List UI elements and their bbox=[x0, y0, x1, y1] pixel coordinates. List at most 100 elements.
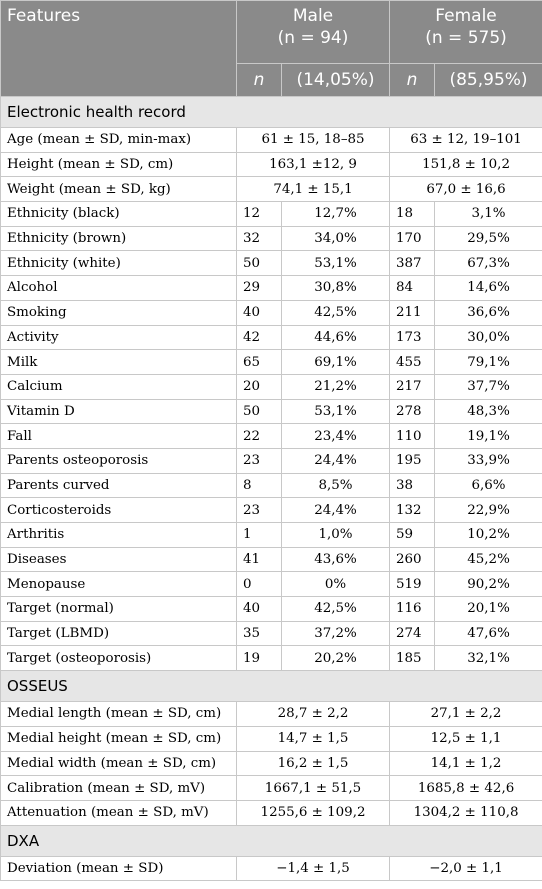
male-n: 0 bbox=[236, 571, 282, 598]
female-n: 116 bbox=[389, 596, 436, 622]
table-row: Ethnicity (brown) 32 34,0% 170 29,5% bbox=[0, 225, 542, 252]
table-row: Calibration (mean ± SD, mV) 1667,1 ± 51,5… bbox=[0, 775, 542, 801]
female-n: 84 bbox=[389, 275, 436, 301]
male-pct: 24,4% bbox=[280, 497, 391, 523]
row-label: Alcohol bbox=[0, 275, 237, 301]
male-value: −1,4 ± 1,5 bbox=[235, 855, 391, 882]
table-row: Deviation (mean ± SD) −1,4 ± 1,5 −2,0 ± 1,… bbox=[0, 855, 542, 882]
header-row: Features Male (n = 94) Female (n = 575) bbox=[0, 0, 542, 97]
male-pct: 34,0% bbox=[280, 225, 391, 252]
table-row: Alcohol 29 30,8% 84 14,6% bbox=[0, 275, 542, 301]
female-n: 132 bbox=[389, 497, 436, 523]
table-row: Corticosteroids 23 24,4% 132 22,9% bbox=[0, 497, 542, 523]
female-pct: 37,7% bbox=[434, 373, 542, 400]
male-value: 1255,6 ± 109,2 bbox=[235, 799, 391, 826]
male-pct: 20,2% bbox=[280, 645, 391, 672]
female-n: 170 bbox=[389, 225, 436, 252]
table-row: Activity 42 44,6% 173 30,0% bbox=[0, 324, 542, 351]
female-value: 14,1 ± 1,2 bbox=[389, 750, 542, 777]
table-row: Arthritis 1 1,0% 59 10,2% bbox=[0, 522, 542, 548]
table-row: Height (mean ± SD, cm) 163,1 ±12, 9 151,8 … bbox=[0, 151, 542, 178]
section-osseus: OSSEUS bbox=[0, 670, 542, 703]
female-n: 260 bbox=[389, 546, 436, 573]
female-pct: 3,1% bbox=[434, 201, 542, 227]
female-n: 217 bbox=[389, 373, 436, 400]
table-row: Medial length (mean ± SD, cm) 28,7 ± 2,2 2… bbox=[0, 701, 542, 727]
female-value: 1685,8 ± 42,6 bbox=[389, 775, 542, 801]
row-label: Target (normal) bbox=[0, 596, 237, 622]
male-value: 14,7 ± 1,5 bbox=[235, 725, 391, 752]
subheader-row: n (14,05%) n (85,95%) bbox=[1, 63, 542, 97]
male-value: 163,1 ±12, 9 bbox=[235, 151, 391, 178]
male-value: 16,2 ± 1,5 bbox=[235, 750, 391, 777]
table-row: Ethnicity (white) 50 53,1% 387 67,3% bbox=[0, 250, 542, 277]
row-label: Target (LBMD) bbox=[0, 620, 237, 647]
table-row: Target (normal) 40 42,5% 116 20,1% bbox=[0, 596, 542, 622]
female-pct: 32,1% bbox=[434, 645, 542, 672]
section-osseus-label: OSSEUS bbox=[0, 670, 542, 703]
female-n: 195 bbox=[389, 447, 436, 474]
female-n: 519 bbox=[389, 571, 436, 598]
male-n: 65 bbox=[236, 349, 282, 375]
female-value: −2,0 ± 1,1 bbox=[389, 855, 542, 882]
female-pct: 79,1% bbox=[434, 349, 542, 375]
male-n: 32 bbox=[236, 225, 282, 252]
row-label: Smoking bbox=[0, 299, 237, 326]
row-label: Ethnicity (white) bbox=[0, 250, 237, 277]
male-pct: 53,1% bbox=[280, 398, 391, 425]
male-pct: 0% bbox=[280, 571, 391, 598]
table-row: Medial height (mean ± SD, cm) 14,7 ± 1,5 1… bbox=[0, 725, 542, 752]
female-pct: 30,0% bbox=[434, 324, 542, 351]
male-pct: 69,1% bbox=[280, 349, 391, 375]
table-row: Milk 65 69,1% 455 79,1% bbox=[0, 349, 542, 375]
female-value: 63 ± 12, 19–101 bbox=[389, 127, 542, 153]
male-value: 28,7 ± 2,2 bbox=[235, 701, 391, 727]
section-dxa-label: DXA bbox=[0, 824, 542, 857]
row-label: Vitamin D bbox=[0, 398, 237, 425]
table-row: Calcium 20 21,2% 217 37,7% bbox=[0, 373, 542, 400]
male-value: 1667,1 ± 51,5 bbox=[235, 775, 391, 801]
row-label: Ethnicity (black) bbox=[0, 201, 237, 227]
male-n: 19 bbox=[236, 645, 282, 672]
male-n: 29 bbox=[236, 275, 282, 301]
row-label: Fall bbox=[0, 423, 237, 449]
female-pct: 22,9% bbox=[434, 497, 542, 523]
section-ehr-label: Electronic health record bbox=[0, 96, 542, 128]
male-n: 50 bbox=[236, 398, 282, 425]
table-row: Weight (mean ± SD, kg) 74,1 ± 15,1 67,0 ± … bbox=[0, 176, 542, 203]
male-n: 23 bbox=[236, 497, 282, 523]
male-n: 40 bbox=[236, 596, 282, 622]
row-label: Weight (mean ± SD, kg) bbox=[0, 176, 237, 203]
table-row: Menopause 0 0% 519 90,2% bbox=[0, 571, 542, 598]
header-features: Features bbox=[0, 0, 237, 97]
female-n: 455 bbox=[389, 349, 436, 375]
male-pct: 42,5% bbox=[280, 596, 391, 622]
female-n: 185 bbox=[389, 645, 436, 672]
female-value: 12,5 ± 1,1 bbox=[389, 725, 542, 752]
table-row: Target (osteoporosis) 19 20,2% 185 32,1% bbox=[0, 645, 542, 672]
header-female: Female (n = 575) bbox=[389, 0, 542, 64]
male-n: 42 bbox=[236, 324, 282, 351]
male-pct: 30,8% bbox=[280, 275, 391, 301]
row-label: Ethnicity (brown) bbox=[0, 225, 237, 252]
female-pct: 20,1% bbox=[434, 596, 542, 622]
row-label: Menopause bbox=[0, 571, 237, 598]
header-male-label: Male bbox=[292, 6, 334, 26]
table-row: Vitamin D 50 53,1% 278 48,3% bbox=[0, 398, 542, 425]
table-body: Electronic health record Age (mean ± SD,… bbox=[0, 96, 542, 882]
row-label: Height (mean ± SD, cm) bbox=[0, 151, 237, 178]
header-female-n: n bbox=[389, 63, 436, 97]
female-pct: 36,6% bbox=[434, 299, 542, 326]
table-row: Smoking 40 42,5% 211 36,6% bbox=[0, 299, 542, 326]
male-n: 20 bbox=[236, 373, 282, 400]
female-pct: 19,1% bbox=[434, 423, 542, 449]
row-label: Diseases bbox=[0, 546, 237, 573]
female-pct: 33,9% bbox=[434, 447, 542, 474]
male-pct: 24,4% bbox=[280, 447, 391, 474]
female-value: 27,1 ± 2,2 bbox=[389, 701, 542, 727]
male-pct: 23,4% bbox=[280, 423, 391, 449]
header-male: Male (n = 94) bbox=[235, 0, 391, 64]
female-pct: 10,2% bbox=[434, 522, 542, 548]
row-label: Age (mean ± SD, min-max) bbox=[0, 127, 237, 153]
